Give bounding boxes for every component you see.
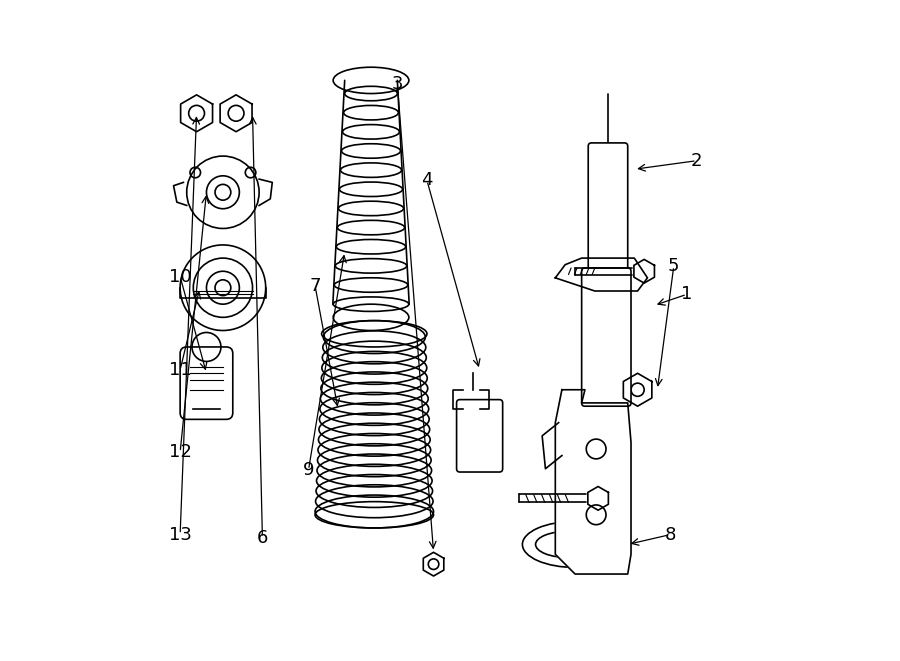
- Text: 13: 13: [168, 525, 192, 543]
- Polygon shape: [555, 390, 631, 574]
- Text: 10: 10: [169, 268, 192, 286]
- Text: 5: 5: [668, 257, 680, 275]
- Text: 2: 2: [691, 151, 703, 170]
- Text: 11: 11: [169, 361, 192, 379]
- FancyBboxPatch shape: [456, 400, 503, 472]
- FancyBboxPatch shape: [180, 347, 233, 419]
- FancyBboxPatch shape: [581, 268, 631, 407]
- Text: 9: 9: [302, 461, 314, 479]
- Text: 6: 6: [256, 529, 268, 547]
- Text: 12: 12: [168, 444, 192, 461]
- Text: 7: 7: [310, 277, 320, 295]
- Text: 3: 3: [392, 75, 403, 93]
- Text: 8: 8: [665, 525, 676, 543]
- Text: 1: 1: [681, 286, 693, 303]
- FancyBboxPatch shape: [589, 143, 627, 274]
- Text: 4: 4: [421, 171, 433, 190]
- Polygon shape: [555, 258, 647, 291]
